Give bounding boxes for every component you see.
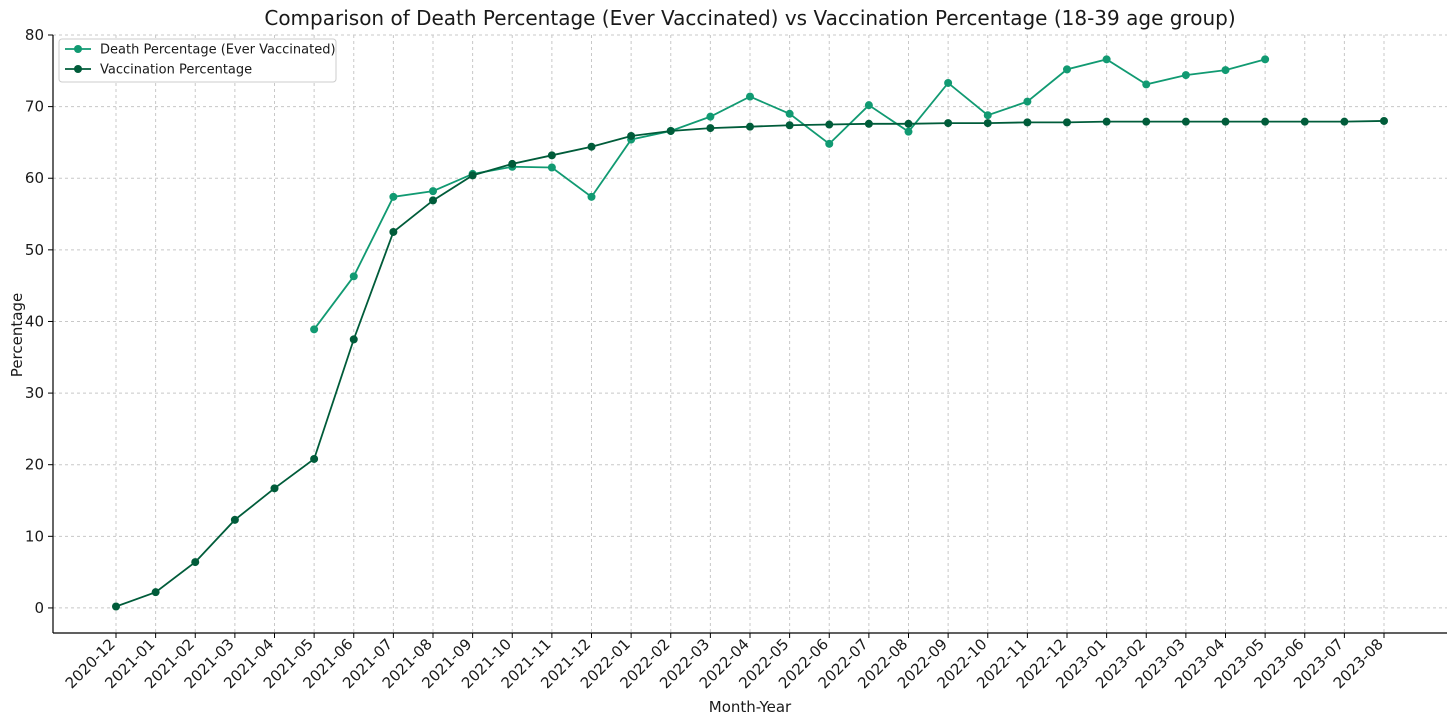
data-point [1221, 66, 1230, 75]
data-point [825, 139, 834, 148]
legend-swatch-marker [74, 45, 82, 53]
data-point [1102, 117, 1111, 126]
data-point [547, 151, 556, 160]
chart-title: Comparison of Death Percentage (Ever Vac… [264, 6, 1235, 30]
data-point [230, 515, 239, 524]
legend-swatch-marker [74, 65, 82, 73]
data-point [785, 121, 794, 130]
data-point [270, 484, 279, 493]
data-point [191, 558, 200, 567]
data-point [1261, 117, 1270, 126]
legend-box [58, 38, 337, 83]
y-axis-title: Percentage [8, 293, 26, 377]
y-tick-label: 10 [25, 527, 44, 545]
data-point [904, 119, 913, 128]
data-point [508, 159, 517, 168]
data-point [587, 142, 596, 151]
data-point [1340, 117, 1349, 126]
y-tick-label: 60 [25, 169, 44, 187]
legend-label: Vaccination Percentage [100, 63, 252, 78]
data-point [389, 227, 398, 236]
legend: Death Percentage (Ever Vaccinated) Vaccin… [58, 38, 337, 83]
data-point [1102, 55, 1111, 64]
data-point [983, 119, 992, 128]
data-point [587, 192, 596, 201]
data-point [1142, 80, 1151, 89]
data-point [1181, 117, 1190, 126]
data-point [864, 101, 873, 110]
data-point [310, 454, 319, 463]
data-point [944, 78, 953, 87]
y-tick-label: 20 [25, 456, 44, 474]
data-point [746, 92, 754, 101]
data-point [746, 122, 754, 131]
data-point [310, 325, 319, 334]
series-vaccination-percentage [112, 116, 1388, 611]
y-tick-label: 30 [25, 384, 44, 402]
x-axis-title: Month-Year [709, 698, 792, 716]
data-point [389, 192, 398, 201]
data-point [825, 120, 834, 129]
data-point [1023, 97, 1032, 106]
data-point [904, 127, 913, 136]
data-point [1181, 71, 1190, 80]
data-point [468, 171, 477, 180]
data-point [1221, 117, 1230, 126]
data-point [706, 124, 715, 133]
data-point [666, 126, 675, 135]
axes: 2020-122021-012021-022021-032021-042021-… [25, 26, 1447, 692]
data-point [349, 335, 358, 344]
data-point [627, 131, 636, 140]
data-point [112, 602, 120, 611]
y-tick-label: 70 [25, 98, 44, 116]
data-point [349, 272, 358, 281]
data-point [1063, 118, 1071, 127]
data-point [1023, 118, 1032, 127]
data-point [1142, 117, 1151, 126]
series-layer [112, 55, 1388, 611]
data-point [785, 109, 794, 118]
data-point [983, 111, 992, 120]
legend-label: Death Percentage (Ever Vaccinated) [100, 43, 336, 58]
data-point [864, 119, 873, 128]
data-point [944, 119, 953, 128]
data-point [1063, 65, 1071, 74]
y-tick-label: 0 [34, 599, 44, 617]
data-point [547, 163, 556, 172]
y-tick-label: 50 [25, 241, 44, 259]
y-tick-label: 80 [25, 26, 44, 44]
data-point [429, 196, 437, 205]
data-point [706, 112, 715, 121]
data-point [151, 588, 160, 597]
data-point [429, 187, 437, 196]
grid [53, 34, 1447, 633]
data-point [1380, 116, 1388, 125]
data-point [1300, 117, 1309, 126]
y-tick-label: 40 [25, 312, 44, 330]
data-point [1261, 55, 1270, 64]
